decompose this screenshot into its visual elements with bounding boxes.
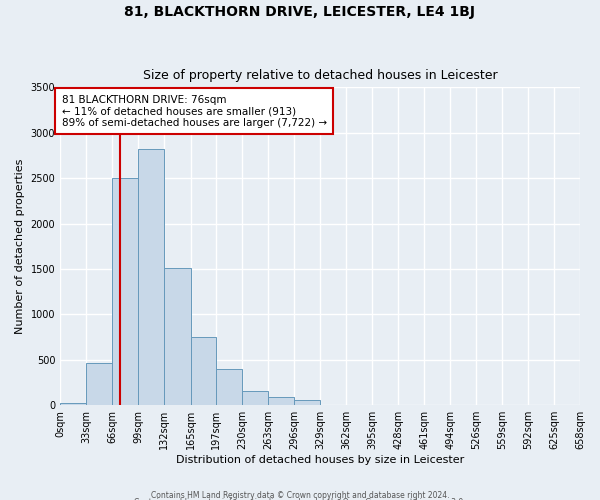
Bar: [191, 337, 216, 405]
Text: 81 BLACKTHORN DRIVE: 76sqm
← 11% of detached houses are smaller (913)
89% of sem: 81 BLACKTHORN DRIVE: 76sqm ← 11% of deta…: [62, 94, 327, 128]
Y-axis label: Number of detached properties: Number of detached properties: [15, 158, 25, 334]
Title: Size of property relative to detached houses in Leicester: Size of property relative to detached ho…: [143, 69, 497, 82]
Text: Contains public sector information licensed under the Open Government Licence v3: Contains public sector information licen…: [134, 498, 466, 500]
Bar: [139, 149, 164, 405]
Bar: [294, 400, 320, 405]
Bar: [242, 391, 268, 405]
X-axis label: Distribution of detached houses by size in Leicester: Distribution of detached houses by size …: [176, 455, 464, 465]
Bar: [60, 404, 86, 405]
Text: Contains HM Land Registry data © Crown copyright and database right 2024.: Contains HM Land Registry data © Crown c…: [151, 490, 449, 500]
Bar: [86, 362, 112, 405]
Bar: [268, 397, 294, 405]
Bar: [112, 178, 139, 405]
Bar: [216, 369, 242, 405]
Bar: [164, 268, 191, 405]
Text: 81, BLACKTHORN DRIVE, LEICESTER, LE4 1BJ: 81, BLACKTHORN DRIVE, LEICESTER, LE4 1BJ: [125, 5, 476, 19]
